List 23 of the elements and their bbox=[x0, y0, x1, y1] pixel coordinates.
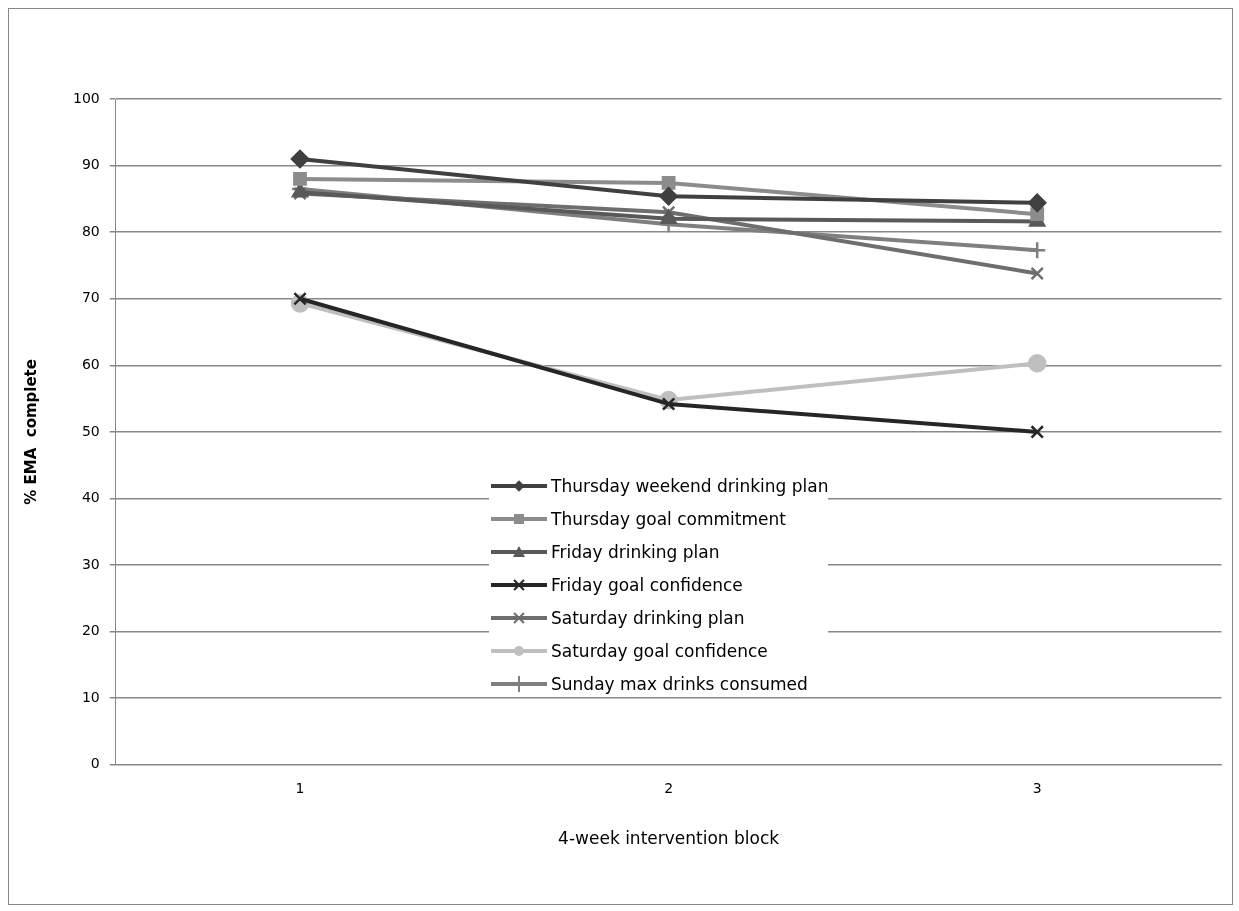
legend-label: Saturday goal confidence bbox=[551, 641, 768, 661]
x-tick-label: 2 bbox=[664, 779, 674, 796]
y-tick-label: 20 bbox=[81, 622, 100, 639]
x-tick-label: 1 bbox=[295, 779, 305, 796]
y-tick-label: 60 bbox=[81, 355, 100, 372]
x-tick-label: 3 bbox=[1032, 779, 1042, 796]
y-tick-label: 50 bbox=[81, 422, 100, 439]
y-tick-label: 10 bbox=[81, 688, 100, 705]
y-axis-title: % EMA complete bbox=[21, 359, 40, 505]
x-axis-title: 4-week intervention block bbox=[558, 828, 780, 849]
legend-label: Friday drinking plan bbox=[551, 542, 720, 562]
legend-label: Thursday goal commitment bbox=[551, 509, 786, 529]
legend-label: Sunday max drinks consumed bbox=[551, 674, 808, 694]
y-tick-label: 90 bbox=[81, 156, 100, 173]
y-tick-label: 100 bbox=[72, 89, 100, 106]
y-tick-label: 80 bbox=[81, 222, 100, 239]
y-tick-label: 40 bbox=[81, 489, 100, 506]
y-tick-label: 30 bbox=[81, 555, 100, 572]
legend-label: Thursday weekend drinking plan bbox=[551, 476, 829, 496]
legend-label: Saturday drinking plan bbox=[551, 608, 745, 628]
y-tick-label: 0 bbox=[90, 755, 100, 772]
y-tick-label: 70 bbox=[81, 289, 100, 306]
legend-label: Friday goal confidence bbox=[551, 575, 743, 595]
